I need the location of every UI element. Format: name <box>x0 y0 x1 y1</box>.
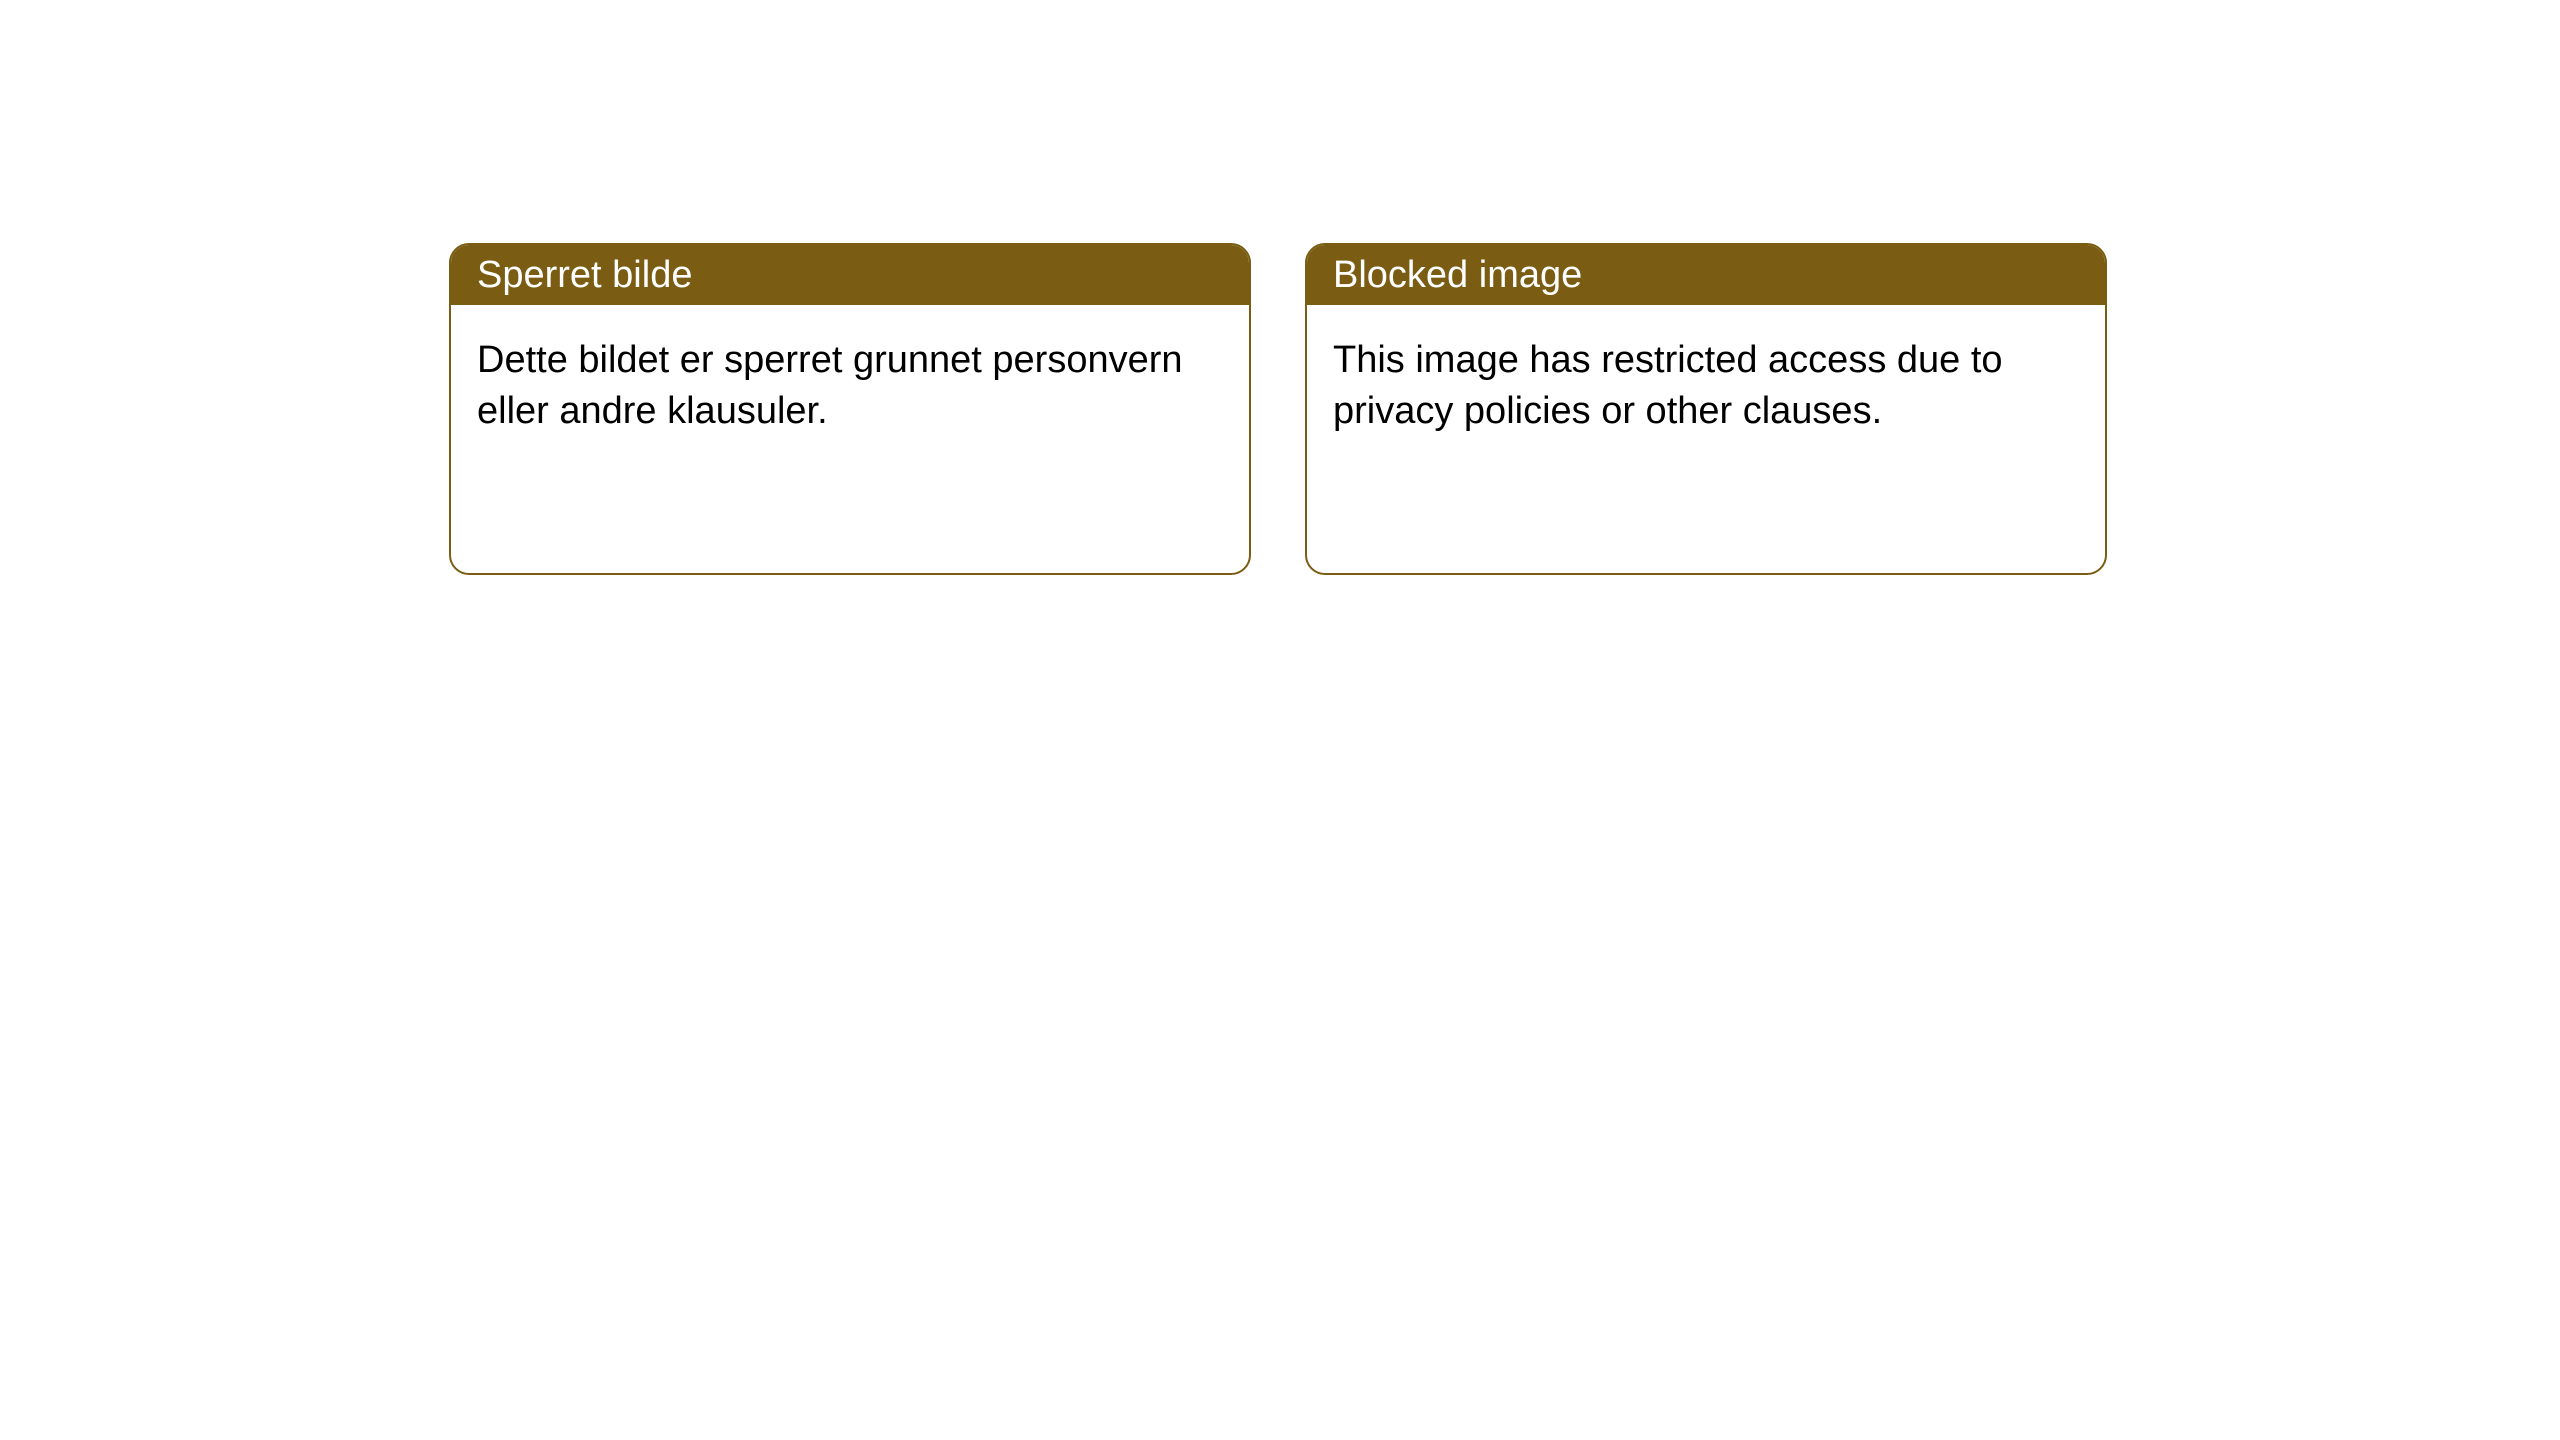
notice-container: Sperret bilde Dette bildet er sperret gr… <box>0 0 2560 575</box>
notice-title: Blocked image <box>1333 254 1582 297</box>
notice-body: Dette bildet er sperret grunnet personve… <box>451 305 1249 468</box>
notice-header: Blocked image <box>1307 245 2105 305</box>
notice-box-english: Blocked image This image has restricted … <box>1305 243 2107 575</box>
notice-box-norwegian: Sperret bilde Dette bildet er sperret gr… <box>449 243 1251 575</box>
notice-body-text: This image has restricted access due to … <box>1333 339 2003 432</box>
notice-header: Sperret bilde <box>451 245 1249 305</box>
notice-title: Sperret bilde <box>477 254 692 297</box>
notice-body: This image has restricted access due to … <box>1307 305 2105 468</box>
notice-body-text: Dette bildet er sperret grunnet personve… <box>477 339 1183 432</box>
